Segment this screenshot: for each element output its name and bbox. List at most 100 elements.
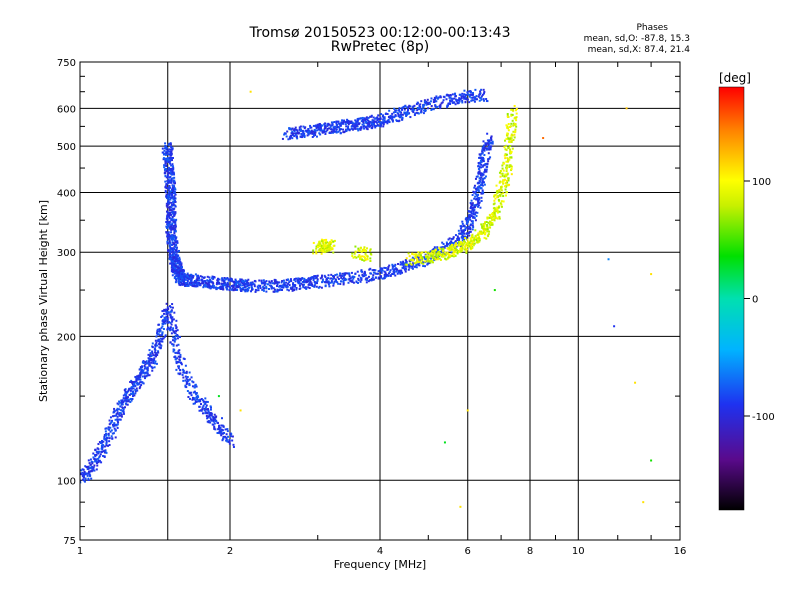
o-mode-point [391, 115, 394, 118]
x-mode-point [505, 149, 508, 152]
o-mode-point [182, 270, 185, 273]
o-mode-point [191, 385, 194, 388]
o-mode-point [152, 354, 155, 357]
x-mode-point [482, 229, 485, 232]
o-mode-point [209, 278, 212, 281]
o-mode-point [481, 191, 484, 194]
o-mode-point [94, 453, 97, 456]
o-mode-point [477, 200, 480, 203]
o-mode-point [312, 277, 315, 280]
o-mode-point [338, 122, 341, 125]
x-mode-point [512, 124, 515, 127]
o-mode-point [196, 279, 199, 282]
o-mode-point [491, 142, 494, 145]
o-mode-point [301, 283, 304, 286]
x-mode-point [505, 153, 508, 156]
o-mode-point [403, 262, 406, 265]
o-mode-point [158, 334, 161, 337]
o-mode-point [457, 99, 460, 102]
o-mode-point [236, 281, 239, 284]
x-mode-point [510, 156, 513, 159]
o-mode-point [382, 121, 385, 124]
x-mode-point [319, 250, 322, 253]
o-mode-point [299, 129, 302, 132]
o-mode-point [374, 269, 377, 272]
o-mode-point [489, 156, 492, 159]
o-mode-point [465, 236, 468, 239]
o-mode-point [434, 104, 437, 107]
o-mode-point [176, 272, 179, 275]
x-mode-point [480, 223, 483, 226]
o-mode-point [90, 477, 93, 480]
o-mode-point [388, 109, 391, 112]
o-mode-point [473, 191, 476, 194]
o-mode-point [347, 121, 350, 124]
o-mode-point [355, 280, 358, 283]
o-mode-point [394, 114, 397, 117]
o-mode-point [173, 269, 176, 272]
x-mode-point [505, 184, 508, 187]
o-mode-point [239, 284, 242, 287]
x-mode-point [507, 137, 510, 140]
o-mode-point [170, 159, 173, 162]
o-mode-point [442, 243, 445, 246]
o-mode-point [348, 120, 351, 123]
o-mode-point [443, 246, 446, 249]
x-mode-point [470, 239, 473, 242]
o-mode-point [176, 259, 179, 262]
o-mode-point [436, 246, 439, 249]
x-tick-label: 4 [377, 546, 383, 557]
o-mode-point [390, 118, 393, 121]
o-mode-point [333, 130, 336, 133]
o-mode-point [154, 354, 157, 357]
x-mode-point [357, 247, 360, 250]
x-mode-point [442, 254, 445, 257]
o-mode-point [195, 282, 198, 285]
o-mode-point [339, 124, 342, 127]
o-mode-point [133, 384, 136, 387]
o-mode-point [484, 162, 487, 165]
x-mode-point [409, 259, 412, 262]
o-mode-point [166, 203, 169, 206]
x-mode-point [463, 240, 466, 243]
o-mode-point [226, 285, 229, 288]
o-mode-point [103, 435, 106, 438]
o-mode-point [353, 126, 356, 129]
o-mode-point [162, 319, 165, 322]
x-mode-point [483, 223, 486, 226]
x-mode-point [510, 134, 513, 137]
o-mode-point [131, 395, 134, 398]
o-mode-point [491, 140, 494, 143]
o-mode-point [125, 397, 128, 400]
x-mode-point [426, 258, 429, 261]
x-mode-point [444, 257, 447, 260]
o-mode-point [217, 428, 220, 431]
o-mode-point [257, 284, 260, 287]
x-mode-point [413, 253, 416, 256]
o-mode-point [172, 201, 175, 204]
o-mode-point [488, 140, 491, 143]
o-mode-point [169, 321, 172, 324]
x-mode-point [427, 257, 430, 260]
o-mode-point [470, 199, 473, 202]
o-mode-point [147, 353, 150, 356]
o-mode-point [355, 121, 358, 124]
o-mode-point [180, 279, 183, 282]
o-mode-point [412, 105, 415, 108]
o-mode-point [148, 349, 151, 352]
o-mode-point [167, 178, 170, 181]
x-mode-point [446, 247, 449, 250]
o-mode-point [179, 274, 182, 277]
x-mode-point [508, 140, 511, 143]
o-mode-point [166, 242, 169, 245]
o-mode-point [219, 286, 222, 289]
o-mode-point [206, 412, 209, 415]
x-mode-point [439, 254, 442, 257]
o-mode-point [221, 439, 224, 442]
x-mode-point [487, 233, 490, 236]
o-mode-point [143, 367, 146, 370]
x-mode-point [351, 255, 354, 258]
x-mode-point [500, 205, 503, 208]
o-mode-point [459, 225, 462, 228]
